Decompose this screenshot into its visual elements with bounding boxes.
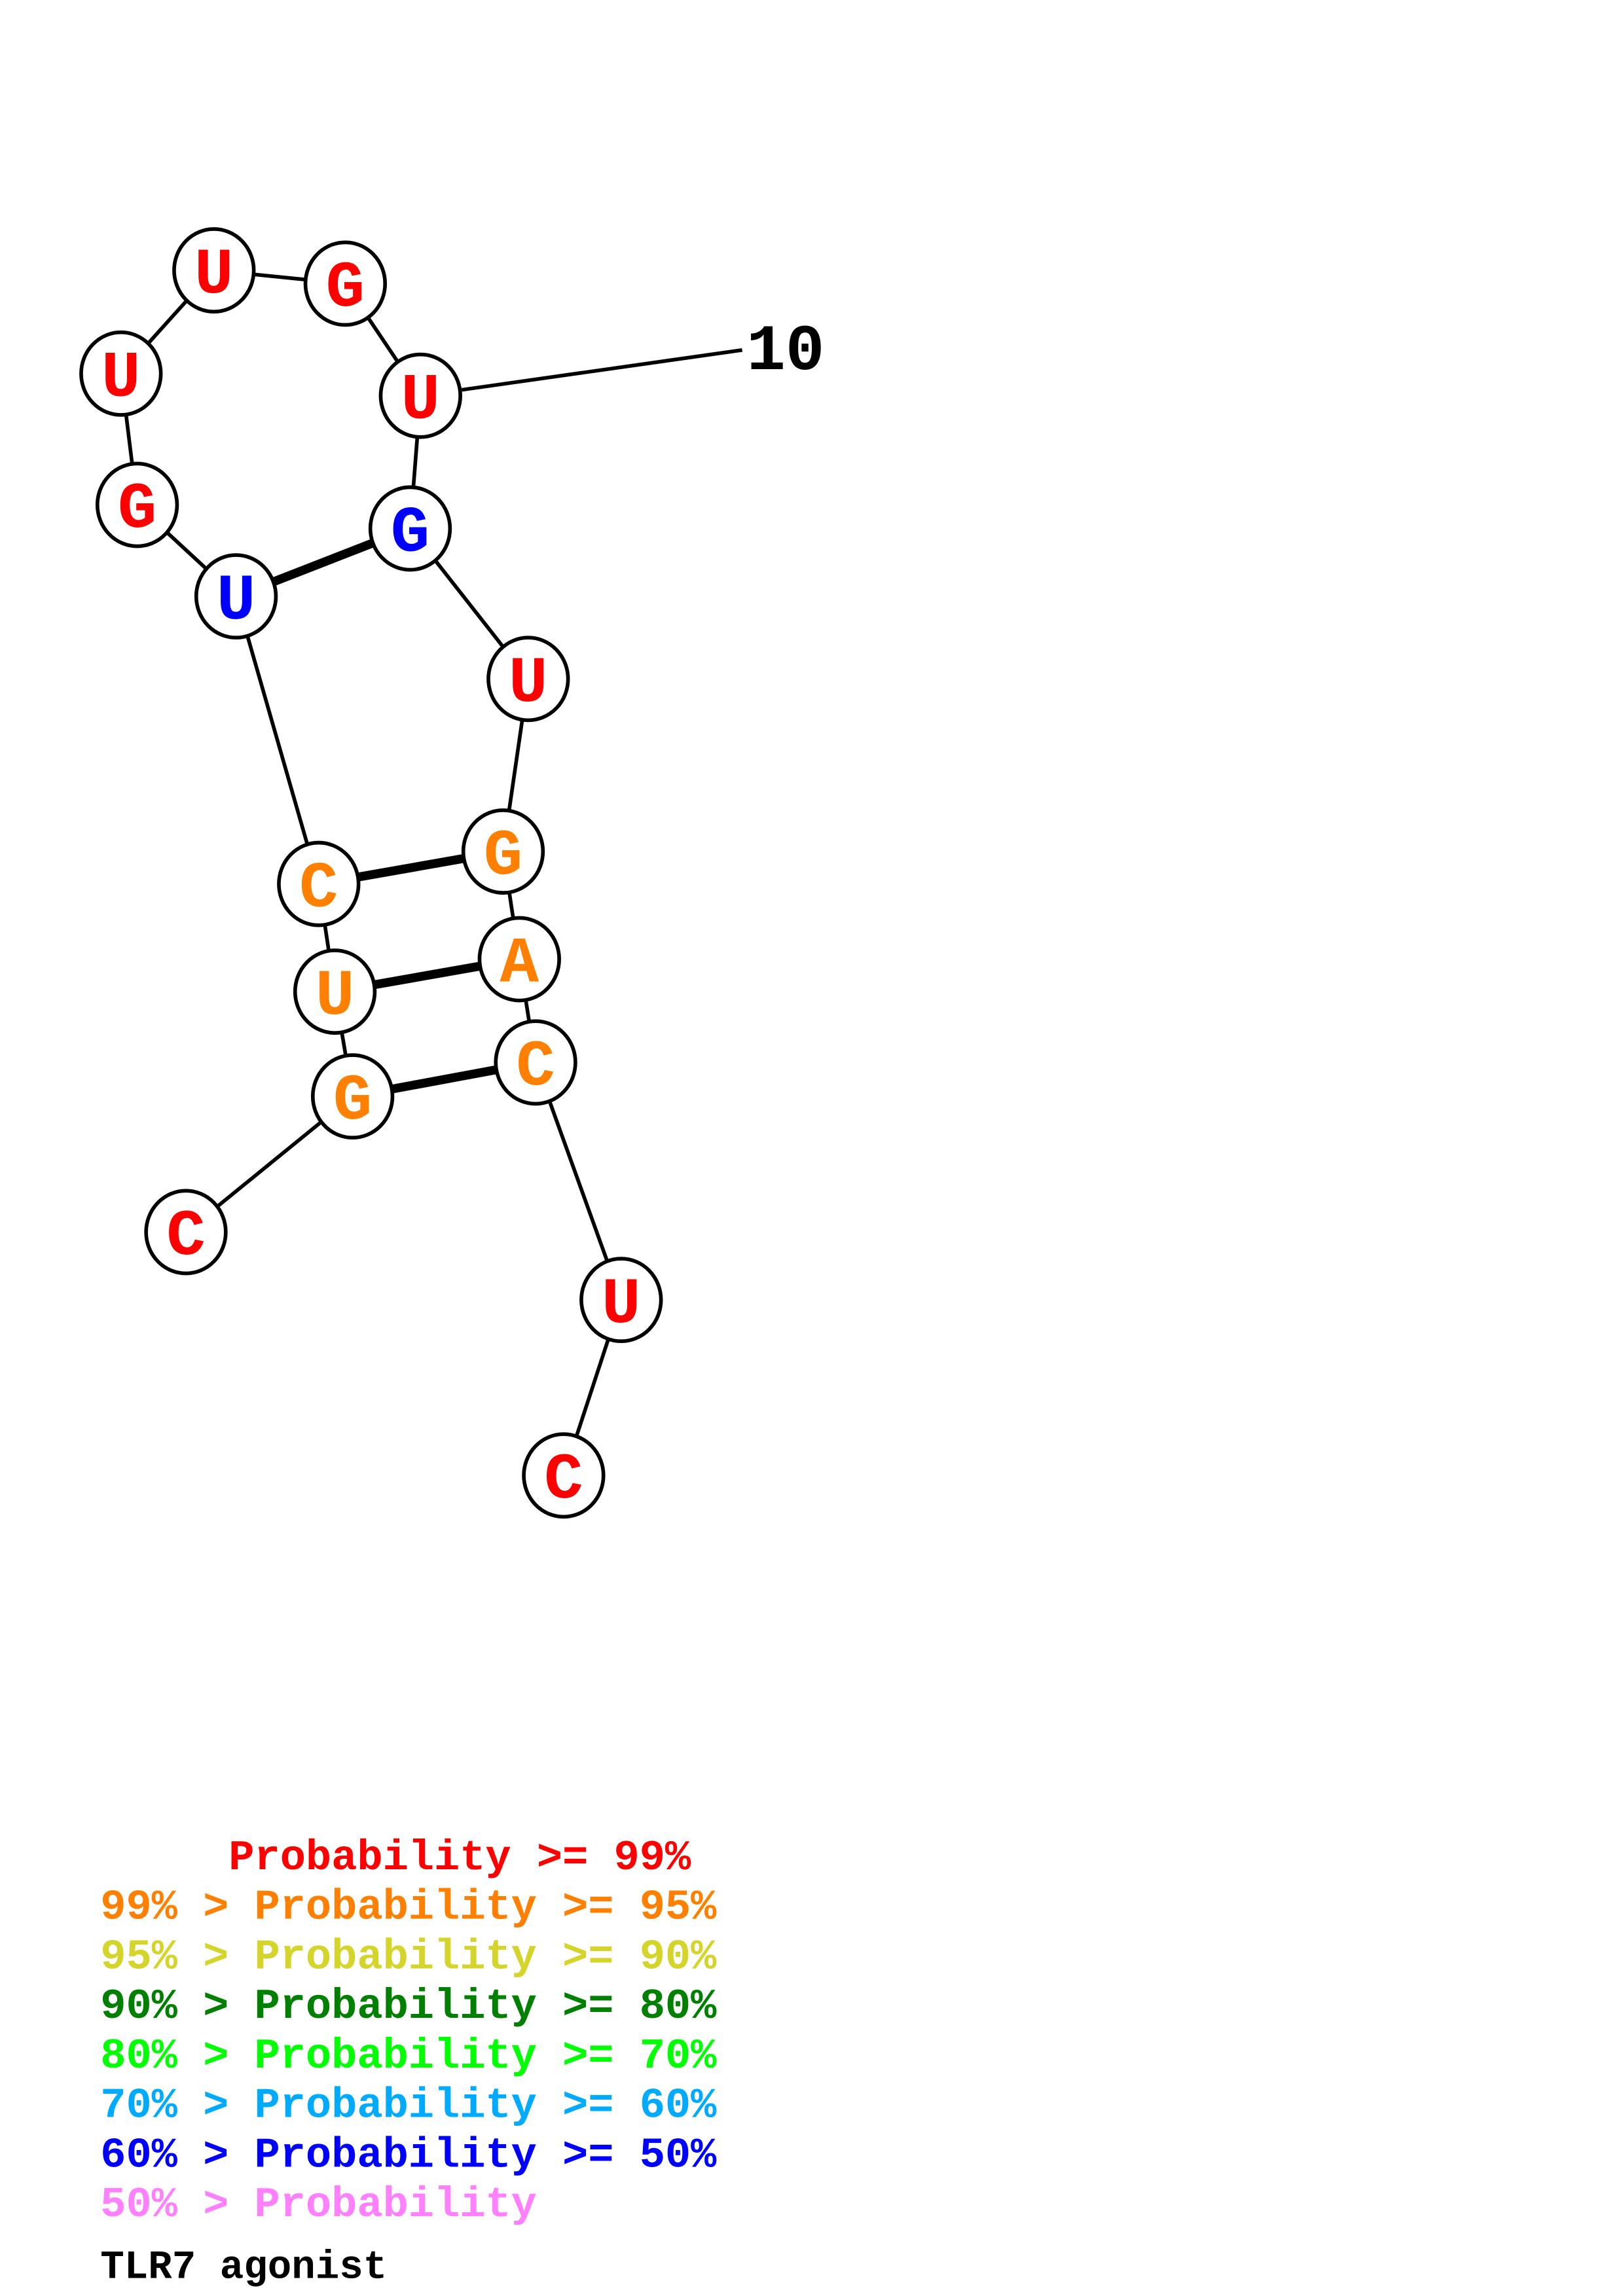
nucleotide-circle [579, 1257, 663, 1344]
nucleotide-letter: C [166, 1200, 206, 1274]
legend-entry-p70: 80% > Probability >= 70% [100, 2032, 717, 2081]
probability-legend: Probability >= 99%99% > Probability >= 9… [100, 1834, 717, 2229]
nucleotide-circle [486, 636, 570, 723]
nucleotide-letter: U [316, 960, 355, 1033]
nucleotide-7: U [79, 330, 163, 417]
nucleotide-4: C [277, 840, 361, 927]
legend-entry-p60: 70% > Probability >= 60% [100, 2082, 717, 2130]
molecule-title: TLR7 agonist [100, 2245, 387, 2290]
nucleotide-letter: U [401, 363, 441, 437]
nucleotide-3: U [293, 948, 377, 1035]
nucleotide-9: G [303, 240, 388, 327]
nucleotide-circle [303, 240, 388, 327]
nucleotide-letter: G [391, 496, 430, 570]
nucleotide-letter: U [509, 647, 548, 721]
nucleotide-letter: U [217, 564, 256, 638]
nucleotide-circle [494, 1019, 577, 1106]
backbone-link [234, 596, 321, 885]
nucleotide-8: U [172, 227, 256, 314]
nucleotide-circle [522, 1432, 606, 1519]
nucleotide-letter: G [118, 473, 157, 547]
nucleotide-circle [172, 227, 256, 314]
nucleotide-13: G [461, 808, 545, 895]
nucleotide-letter: U [194, 238, 234, 312]
nucleotide-14: A [477, 916, 561, 1003]
position-label: 10 [746, 315, 824, 389]
legend-entry-p80: 90% > Probability >= 80% [100, 1982, 717, 2031]
position-labels: 10 [461, 315, 824, 392]
nucleotide-circle [477, 916, 561, 1003]
nucleotide-letter: G [326, 251, 365, 325]
nucleotide-circle [310, 1053, 395, 1140]
nucleotide-circle [194, 553, 278, 640]
nucleotide-letter: U [602, 1268, 641, 1342]
nucleotide-circle [144, 1189, 228, 1276]
nucleotide-2: G [310, 1053, 395, 1140]
nucleotide-circle [79, 330, 163, 417]
nucleotide-17: C [522, 1432, 606, 1519]
legend-entry-p95: 99% > Probability >= 95% [100, 1884, 717, 1932]
nucleotide-6: G [95, 461, 179, 548]
nucleotide-letter: U [101, 342, 141, 416]
nucleotide-circle [95, 461, 179, 548]
nucleotide-letter: C [544, 1443, 583, 1517]
legend-entry-plow: 50% > Probability [100, 2181, 537, 2229]
nucleotide-1: C [144, 1189, 228, 1276]
nucleotide-circle [378, 352, 462, 439]
nucleotide-circle [461, 808, 545, 895]
nucleotide-circle [293, 948, 377, 1035]
nucleotide-12: U [486, 636, 570, 723]
position-label-tick [461, 348, 742, 392]
nucleotide-circle [368, 485, 452, 572]
nucleotide-letter: C [516, 1030, 555, 1104]
nucleotide-16: U [579, 1257, 663, 1344]
nucleotide-letter: G [484, 819, 523, 893]
nucleotide-circle [277, 840, 361, 927]
nucleotide-letter: G [333, 1064, 373, 1138]
nucleotide-15: C [494, 1019, 577, 1106]
nucleotide-10: U [378, 352, 462, 439]
legend-entry-p99: Probability >= 99% [100, 1834, 691, 1882]
nucleotide-5: U [194, 553, 278, 640]
nucleotide-letter: A [500, 927, 539, 1001]
legend-entry-p90: 95% > Probability >= 90% [100, 1933, 717, 1981]
nucleotide-11: G [368, 485, 452, 572]
nucleotide-letter: C [299, 852, 338, 925]
legend-entry-p50: 60% > Probability >= 50% [100, 2131, 717, 2179]
